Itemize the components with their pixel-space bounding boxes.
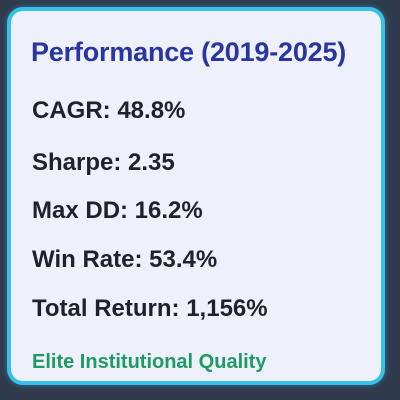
metric-win-rate: Win Rate: 53.4% — [32, 246, 218, 273]
card-title: Performance (2019-2025) — [31, 37, 347, 67]
metric-total-return: Total Return: 1,156% — [32, 295, 268, 322]
metric-max-drawdown: Max DD: 16.2% — [32, 197, 203, 224]
metric-sharpe: Sharpe: 2.35 — [32, 149, 175, 176]
metric-cagr: CAGR: 48.8% — [32, 97, 186, 124]
performance-card: Performance (2019-2025) CAGR: 48.8% Shar… — [7, 7, 385, 385]
quality-label: Elite Institutional Quality — [32, 351, 267, 373]
